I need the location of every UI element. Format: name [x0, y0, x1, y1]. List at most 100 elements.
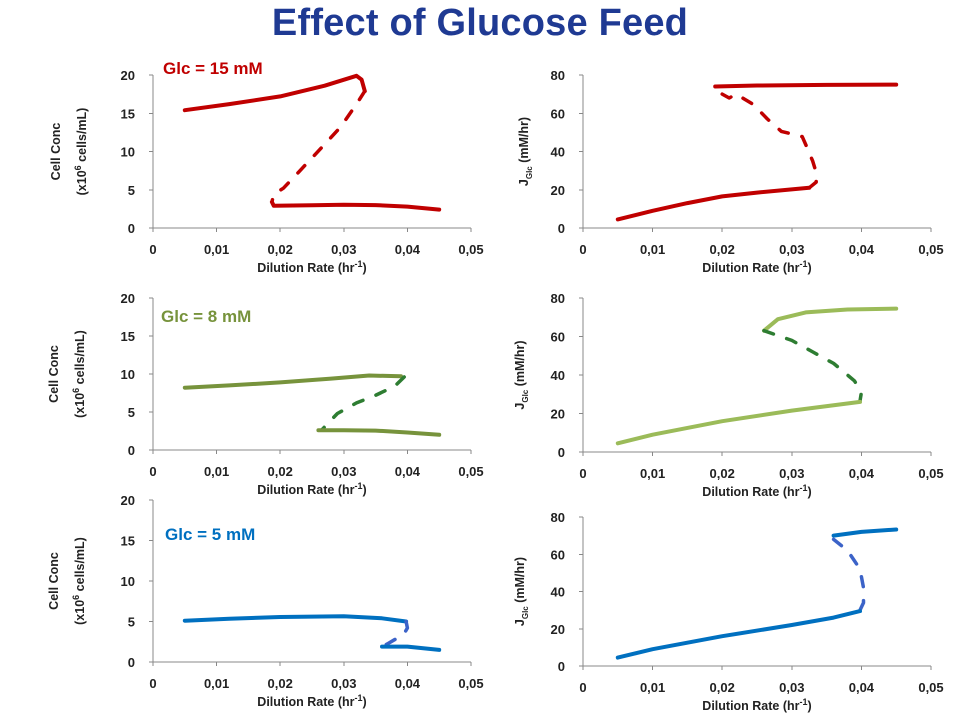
- x-axis-label-sup: -1: [800, 483, 808, 493]
- y-axis-label-post: (mM/hr): [513, 340, 527, 389]
- series-line-stable-solid: [182, 614, 409, 624]
- x-tick-label: 0,05: [458, 676, 483, 691]
- y-tick-label: 20: [551, 622, 565, 637]
- condition-label: Glc = 5 mM: [165, 525, 255, 544]
- y-axis-label-sup: 6: [71, 595, 81, 600]
- x-axis-label-end: ): [363, 261, 367, 275]
- chart-cell-glc5: 0 0,01 0,02 0,03 0,04 0,05 0 5 10 15 20 Dilution Ra…: [47, 493, 484, 709]
- series-line-unstable-dashed: [319, 375, 406, 432]
- series-line-stable-solid: [615, 185, 812, 222]
- x-tick-label: 0,01: [204, 464, 229, 479]
- x-axis-label: Dilution Rate (hr-1): [257, 481, 366, 497]
- x-tick-label: 0,03: [331, 464, 356, 479]
- y-axis-label: JGlc (mM/hr): [513, 557, 530, 626]
- y-tick-label: 0: [128, 443, 135, 458]
- series-line-stable-solid: [615, 399, 862, 446]
- x-tick-label: 0,05: [918, 680, 943, 695]
- x-tick-label: 0: [579, 680, 586, 695]
- x-tick-label: 0,01: [640, 466, 665, 481]
- x-tick-label: 0,02: [268, 464, 293, 479]
- y-axis-label-line1: Cell Conc: [49, 123, 63, 181]
- series-line-stable-solid: [380, 644, 442, 652]
- x-axis-label-sup: -1: [355, 693, 363, 703]
- x-tick-label: 0,01: [640, 242, 665, 257]
- x-tick-label: 0,05: [458, 464, 483, 479]
- series-line-stable-solid: [182, 373, 403, 390]
- series-line-stable-solid: [615, 609, 862, 660]
- x-tick-label: 0,02: [268, 676, 293, 691]
- x-tick-label: 0: [579, 466, 586, 481]
- x-tick-label: 0,01: [204, 242, 229, 257]
- y-tick-label: 5: [128, 615, 135, 630]
- y-axis-label-post: (mM/hr): [513, 557, 527, 606]
- page-title: Effect of Glucose Feed: [271, 2, 689, 44]
- y-axis-label-sup: 6: [73, 165, 83, 170]
- y-tick-label: 40: [551, 368, 565, 383]
- y-axis-label-post: cells/mL): [73, 537, 87, 595]
- series-line-unstable-dashed: [380, 619, 410, 649]
- y-tick-label: 0: [128, 221, 135, 236]
- y-axis-label: JGlc (mM/hr): [513, 340, 530, 409]
- y-tick-label: 10: [121, 367, 135, 382]
- x-tick-label: 0,02: [710, 242, 735, 257]
- y-axis-label-line1: Cell Conc: [47, 345, 61, 403]
- y-tick-label: 80: [551, 68, 565, 83]
- series-line-stable-solid: [316, 428, 442, 437]
- x-tick-label: 0,01: [204, 676, 229, 691]
- x-tick-label: 0,04: [395, 242, 421, 257]
- x-axis-label: Dilution Rate (hr-1): [702, 259, 811, 275]
- y-tick-label: 40: [551, 585, 565, 600]
- x-axis-label-end: ): [808, 261, 812, 275]
- x-tick-label: 0,02: [710, 680, 735, 695]
- x-tick-label: 0: [149, 242, 156, 257]
- x-tick-label: 0,05: [918, 242, 943, 257]
- y-axis-label: JGlc (mM/hr): [517, 117, 534, 186]
- y-tick-label: 0: [558, 221, 565, 236]
- y-tick-label: 5: [128, 183, 135, 198]
- series-line-stable-solid: [269, 200, 442, 212]
- x-axis-label-end: ): [808, 485, 812, 499]
- x-tick-label: 0,02: [268, 242, 293, 257]
- y-tick-label: 15: [121, 534, 135, 549]
- chart-cell-glc15: 0 0,01 0,02 0,03 0,04 0,05 0 5 10 15 20 Dilution Ra…: [49, 59, 484, 275]
- y-tick-label: 15: [121, 329, 135, 344]
- x-axis-label-end: ): [363, 483, 367, 497]
- x-axis-label-end: ): [363, 695, 367, 709]
- x-tick-label: 0,04: [395, 464, 421, 479]
- y-tick-label: 20: [121, 493, 135, 508]
- chart-flux-glc8: 0 0,01 0,02 0,03 0,04 0,05 0 20 40 60 80 Dilution R…: [513, 291, 944, 499]
- y-tick-label: 10: [121, 574, 135, 589]
- x-tick-label: 0,04: [849, 466, 875, 481]
- x-tick-label: 0,03: [331, 676, 356, 691]
- x-tick-label: 0,05: [458, 242, 483, 257]
- chart-flux-glc5: 0 0,01 0,02 0,03 0,04 0,05 0 20 40 60 80 Dilution R…: [513, 510, 944, 713]
- x-tick-label: 0,03: [779, 466, 804, 481]
- y-axis-label-post: cells/mL): [75, 108, 89, 166]
- x-tick-label: 0,03: [331, 242, 356, 257]
- y-axis-label-sub: Glc: [521, 606, 530, 619]
- condition-label: Glc = 15 mM: [163, 59, 263, 78]
- x-axis-label-sup: -1: [800, 259, 808, 269]
- y-tick-label: 20: [121, 291, 135, 306]
- x-tick-label: 0: [149, 676, 156, 691]
- series-line-unstable-dashed: [270, 89, 367, 204]
- series-line-stable-solid: [182, 73, 367, 113]
- y-axis-label-line1: Cell Conc: [47, 552, 61, 610]
- x-axis-label: Dilution Rate (hr-1): [257, 259, 366, 275]
- y-tick-label: 0: [128, 655, 135, 670]
- y-tick-label: 80: [551, 510, 565, 525]
- y-axis-label-sub: Glc: [521, 389, 530, 402]
- y-tick-label: 0: [558, 445, 565, 460]
- x-tick-label: 0,01: [640, 680, 665, 695]
- x-tick-label: 0,03: [779, 680, 804, 695]
- y-tick-label: 20: [121, 68, 135, 83]
- y-tick-label: 5: [128, 405, 135, 420]
- y-tick-label: 20: [551, 183, 565, 198]
- x-axis-label: Dilution Rate (hr-1): [257, 693, 366, 709]
- condition-label: Glc = 8 mM: [161, 307, 251, 326]
- x-tick-label: 0,03: [779, 242, 804, 257]
- chart-flux-glc15: 0 0,01 0,02 0,03 0,04 0,05 0 20 40 60 80 Dilution R…: [517, 68, 944, 275]
- y-tick-label: 80: [551, 291, 565, 306]
- y-tick-label: 60: [551, 547, 565, 562]
